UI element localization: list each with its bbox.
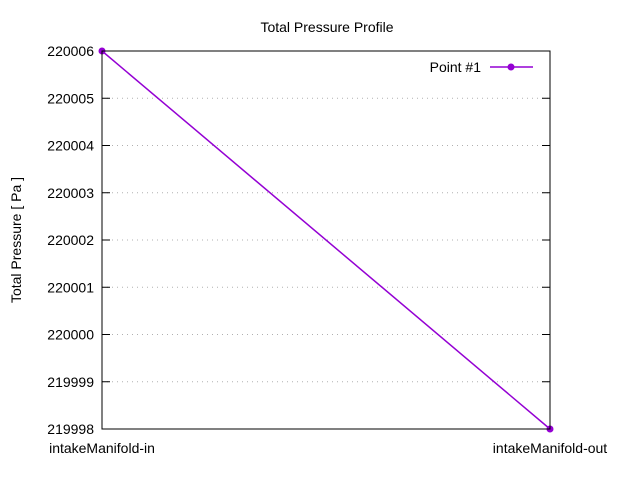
y-tick-label: 219998 — [47, 421, 94, 437]
y-tick-label: 220001 — [47, 279, 94, 295]
y-tick-label: 220005 — [47, 90, 94, 106]
chart-title: Total Pressure Profile — [260, 19, 393, 35]
y-tick-label: 219999 — [47, 374, 94, 390]
y-tick-label: 220004 — [47, 138, 94, 154]
x-tick-label: intakeManifold-in — [49, 440, 155, 456]
x-tick-label: intakeManifold-out — [493, 440, 608, 456]
legend: Point #1 — [430, 59, 533, 75]
legend-label: Point #1 — [430, 59, 482, 75]
series-line — [101, 50, 551, 430]
y-tick-label: 220002 — [47, 232, 94, 248]
tick-labels: 219998 219999 220000 220001 220002 220003 2200… — [47, 43, 607, 456]
y-tick-label: 220000 — [47, 327, 94, 343]
legend-marker — [507, 63, 515, 71]
plot-frame — [101, 50, 551, 430]
y-tick-label: 220003 — [47, 185, 94, 201]
y-axis-label: Total Pressure [ Pa ] — [8, 177, 24, 303]
y-tick-label: 220006 — [47, 43, 94, 59]
